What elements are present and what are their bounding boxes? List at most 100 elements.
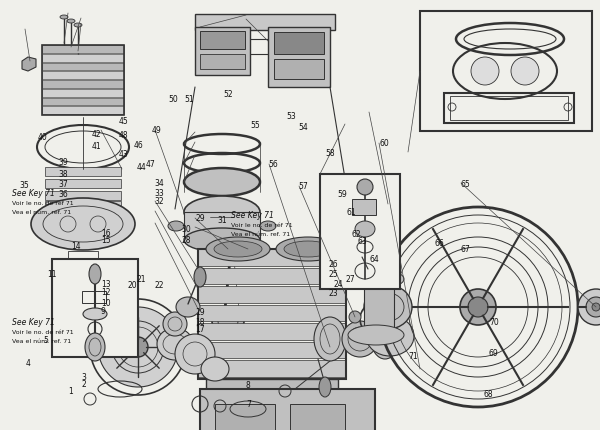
Text: 23: 23: [329, 289, 338, 298]
Text: 22: 22: [155, 281, 164, 289]
Ellipse shape: [355, 221, 375, 237]
Polygon shape: [22, 58, 36, 72]
Bar: [198, 342, 346, 359]
Text: 34: 34: [155, 178, 164, 187]
Text: 58: 58: [325, 148, 335, 157]
Circle shape: [357, 180, 373, 196]
Ellipse shape: [260, 221, 276, 231]
Bar: [45, 168, 121, 177]
Circle shape: [175, 334, 215, 374]
Bar: [45, 191, 121, 200]
Bar: [320, 175, 400, 289]
Text: 68: 68: [483, 389, 493, 398]
Ellipse shape: [201, 357, 229, 381]
Text: 35: 35: [19, 181, 29, 189]
Text: 54: 54: [299, 123, 308, 131]
Ellipse shape: [184, 228, 260, 252]
Text: 46: 46: [133, 141, 143, 150]
Ellipse shape: [364, 286, 412, 329]
Text: 8: 8: [246, 381, 251, 389]
Bar: [420, 12, 592, 132]
Bar: [195, 28, 250, 76]
Bar: [290, 404, 345, 430]
Ellipse shape: [194, 267, 206, 287]
Bar: [200, 32, 245, 50]
Text: 10: 10: [101, 298, 110, 307]
Ellipse shape: [348, 269, 404, 289]
Text: 65: 65: [461, 180, 470, 188]
Ellipse shape: [214, 241, 262, 258]
Text: 31: 31: [217, 216, 227, 224]
Text: 12: 12: [101, 287, 110, 296]
Ellipse shape: [319, 377, 331, 397]
Ellipse shape: [67, 20, 75, 24]
Circle shape: [592, 303, 600, 311]
Text: 15: 15: [101, 235, 110, 244]
Bar: [82, 291, 106, 303]
Text: 2: 2: [81, 380, 86, 388]
Text: 4: 4: [25, 358, 30, 367]
Bar: [42, 46, 124, 116]
Circle shape: [460, 289, 496, 325]
Bar: [52, 259, 138, 357]
Text: 70: 70: [489, 317, 499, 326]
Ellipse shape: [212, 307, 244, 335]
Circle shape: [586, 297, 600, 317]
Text: 5: 5: [43, 335, 48, 344]
Ellipse shape: [60, 16, 68, 20]
Bar: [200, 389, 375, 430]
Text: 67: 67: [461, 244, 470, 253]
Text: 43: 43: [119, 150, 128, 158]
Ellipse shape: [206, 237, 270, 261]
Text: 7: 7: [246, 399, 251, 408]
Bar: [45, 180, 121, 189]
Text: 63: 63: [357, 237, 367, 245]
Ellipse shape: [85, 333, 105, 361]
Circle shape: [468, 297, 488, 317]
Text: 41: 41: [91, 142, 101, 150]
Text: 37: 37: [59, 180, 68, 188]
Text: 52: 52: [223, 90, 233, 99]
Text: 49: 49: [151, 126, 161, 134]
Text: 1: 1: [68, 386, 73, 395]
Bar: [198, 268, 346, 285]
Bar: [68, 262, 98, 270]
Bar: [68, 252, 98, 259]
Text: 47: 47: [145, 160, 155, 169]
Ellipse shape: [342, 321, 378, 357]
Ellipse shape: [276, 237, 340, 261]
Ellipse shape: [83, 308, 107, 320]
Bar: [352, 200, 376, 215]
Text: 3: 3: [81, 373, 86, 381]
Text: 29: 29: [195, 214, 205, 223]
Bar: [68, 284, 98, 292]
Text: 33: 33: [155, 188, 164, 197]
Text: 14: 14: [71, 242, 80, 250]
Ellipse shape: [314, 317, 346, 361]
Bar: [444, 94, 574, 124]
Ellipse shape: [157, 328, 193, 360]
Text: 53: 53: [287, 112, 296, 120]
Ellipse shape: [184, 169, 260, 197]
Text: 38: 38: [59, 170, 68, 178]
Text: 64: 64: [369, 255, 379, 263]
Text: Vea el núm. ref. 71: Vea el núm. ref. 71: [12, 210, 71, 215]
Bar: [68, 273, 98, 281]
Circle shape: [128, 337, 148, 357]
Bar: [268, 28, 330, 88]
Ellipse shape: [511, 58, 539, 86]
Text: 32: 32: [155, 197, 164, 206]
Ellipse shape: [284, 241, 332, 258]
Text: 50: 50: [168, 95, 178, 104]
Text: 60: 60: [379, 138, 389, 147]
Text: 26: 26: [329, 260, 338, 268]
Circle shape: [349, 311, 361, 323]
Text: 44: 44: [137, 163, 146, 171]
Bar: [42, 46, 124, 54]
Text: 11: 11: [47, 270, 56, 279]
Bar: [198, 305, 346, 322]
Bar: [450, 97, 568, 121]
Polygon shape: [184, 212, 260, 240]
Circle shape: [163, 312, 187, 336]
Text: 69: 69: [489, 348, 499, 357]
